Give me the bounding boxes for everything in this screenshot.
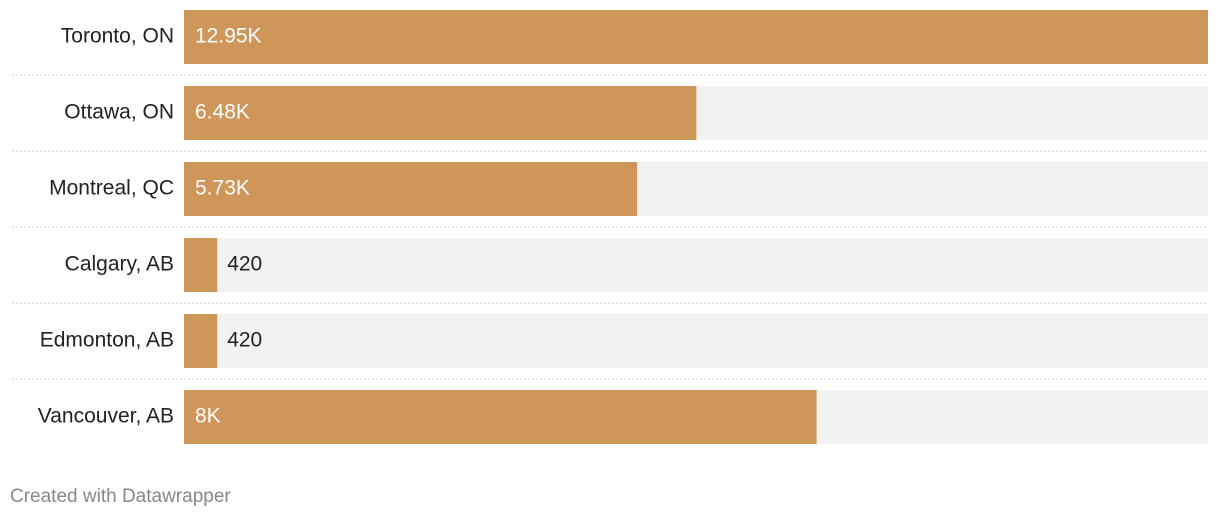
category-label: Calgary, AB — [65, 253, 174, 276]
value-label: 420 — [227, 329, 262, 352]
bar — [184, 162, 638, 216]
bar-track — [184, 238, 1208, 292]
category-label: Vancouver, AB — [38, 405, 174, 428]
bar — [184, 314, 218, 368]
value-label: 420 — [227, 253, 262, 276]
value-label: 6.48K — [195, 101, 250, 124]
credit: Created with Datawrapper — [10, 486, 231, 507]
value-label: 5.73K — [195, 177, 250, 200]
bar — [184, 390, 817, 444]
category-label: Ottawa, ON — [64, 101, 174, 124]
bar — [184, 238, 218, 292]
bar — [184, 10, 1208, 64]
category-label: Montreal, QC — [49, 177, 174, 200]
category-label: Edmonton, AB — [40, 329, 174, 352]
bar-track — [184, 314, 1208, 368]
category-label: Toronto, ON — [61, 25, 174, 48]
value-label: 8K — [195, 405, 221, 428]
value-label: 12.95K — [195, 25, 262, 48]
bar — [184, 86, 697, 140]
